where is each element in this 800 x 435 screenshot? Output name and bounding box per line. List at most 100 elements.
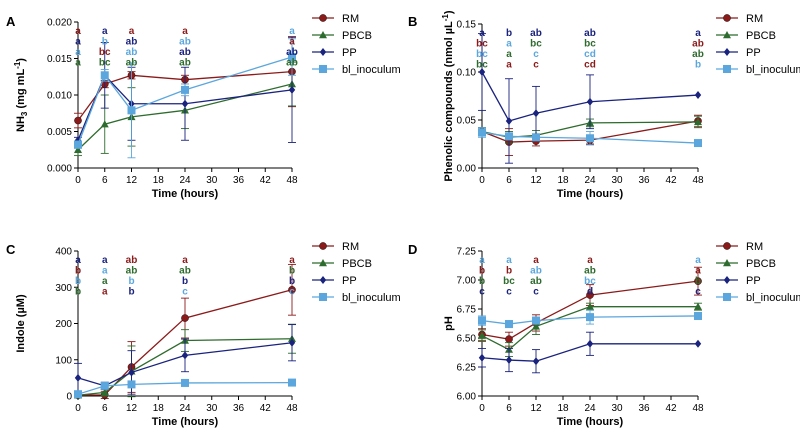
x-tick-label: 36 [638, 175, 650, 186]
data-point [100, 71, 109, 80]
legend-item-pbcb: PBCB [716, 258, 776, 270]
x-tick-label: 42 [665, 175, 677, 186]
x-tick-label: 0 [75, 175, 81, 186]
y-tick-label: 6.75 [457, 305, 477, 316]
legend-marker [319, 242, 327, 250]
x-axis-title: Time (hours) [152, 416, 219, 428]
y-tick-label: 100 [55, 355, 72, 366]
significance-letter: a [102, 255, 108, 266]
x-tick-label: 48 [286, 403, 298, 414]
data-point [181, 85, 189, 94]
panel-b: B 0.00 0.05 0.10 0.15 0 6 12 18 24 30 36 42 48 Time (… [408, 10, 800, 200]
legend-label: bl_inoculum [342, 64, 401, 76]
significance-letter: c [533, 287, 539, 298]
data-point [288, 285, 296, 294]
significance-letter: a [102, 287, 108, 298]
x-tick-label: 0 [75, 403, 81, 414]
data-point [694, 139, 702, 148]
significance-letter: a [182, 255, 188, 266]
y-tick-label: 300 [55, 283, 72, 294]
y-axis-title: Indole (µM) [15, 294, 27, 353]
significance-letter: ab [530, 266, 542, 277]
x-tick-label: 30 [206, 175, 218, 186]
significance-letter: a [289, 26, 295, 37]
y-axis-title: pH [443, 316, 455, 331]
significance-letter: c [506, 287, 512, 298]
significance-letter: b [479, 266, 485, 277]
significance-letter: bc [503, 276, 515, 287]
legend-marker [319, 276, 327, 284]
y-tick-label: 200 [55, 319, 72, 330]
significance-letter: ab [692, 39, 704, 50]
data-point [127, 106, 136, 115]
data-point [532, 109, 540, 118]
significance-letter: ab [530, 276, 542, 287]
significance-letter: a [129, 26, 135, 37]
data-point [505, 335, 513, 343]
data-point [532, 133, 540, 142]
significance-letter: bc [476, 39, 488, 50]
y-axis-title-sub: 3 [20, 111, 29, 116]
y-axis-title-main: pH [443, 316, 455, 331]
series-pp [478, 331, 702, 374]
data-point [694, 311, 702, 320]
significance-letter: ab [286, 47, 298, 58]
significance-letter: a [479, 28, 485, 39]
x-tick-label: 24 [179, 403, 191, 414]
data-point [694, 91, 702, 100]
x-tick-label: 42 [260, 403, 272, 414]
legend-label: RM [342, 13, 359, 25]
data-point [505, 116, 513, 125]
legend-label: PBCB [342, 258, 372, 270]
legend-item-pbcb: PBCB [312, 30, 372, 42]
significance-letter: b [182, 276, 188, 287]
y-tick-label: 6.00 [457, 392, 477, 403]
y-tick-label: 6.50 [457, 334, 477, 345]
x-tick-label: 18 [557, 403, 569, 414]
x-tick-label: 42 [665, 403, 677, 414]
legend-item-bl-inoculum: bl_inoculum [716, 64, 800, 76]
legend-marker [319, 259, 327, 267]
legend-label: RM [746, 13, 763, 25]
significance-letter: bc [99, 47, 111, 58]
legend-marker [723, 48, 731, 56]
data-point [128, 368, 135, 377]
significance-letter: c [533, 60, 539, 71]
significance-letter: ab [584, 28, 596, 39]
legend-item-rm: RM [716, 241, 763, 253]
y-tick-label: 0.005 [47, 127, 72, 138]
data-point [586, 291, 594, 299]
y-tick-label: 0.010 [47, 91, 72, 102]
significance-letter: b [695, 276, 701, 287]
significance-letter: a [182, 26, 188, 37]
x-tick-label: 24 [179, 175, 191, 186]
x-tick-label: 12 [530, 403, 542, 414]
data-point [478, 128, 486, 137]
significance-letter: a [479, 255, 485, 266]
x-tick-label: 24 [584, 175, 596, 186]
significance-letter: a [587, 255, 593, 266]
x-tick-label: 6 [102, 403, 108, 414]
significance-letter: b [289, 276, 295, 287]
y-tick-label: 0.015 [47, 54, 72, 65]
y-axis-title-main: Phenolic compounds (nmol µL [443, 21, 455, 182]
legend-item-pbcb: PBCB [716, 30, 776, 42]
legend-marker [319, 14, 327, 22]
significance-letter: a [75, 26, 81, 37]
significance-letter: a [506, 255, 512, 266]
legend-marker [319, 48, 327, 56]
legend-marker [723, 259, 731, 267]
significance-letter: a [289, 37, 295, 48]
data-point [505, 320, 513, 329]
legend-item-pp: PP [312, 47, 357, 59]
data-point [478, 68, 486, 76]
significance-letter: ab [692, 49, 704, 60]
data-point [74, 116, 82, 125]
significance-letter: a [506, 60, 512, 71]
significance-letter: c [695, 287, 701, 298]
legend-label: PP [342, 275, 357, 287]
significance-letter: b [128, 276, 134, 287]
data-point [181, 314, 189, 322]
x-tick-label: 12 [126, 175, 138, 186]
